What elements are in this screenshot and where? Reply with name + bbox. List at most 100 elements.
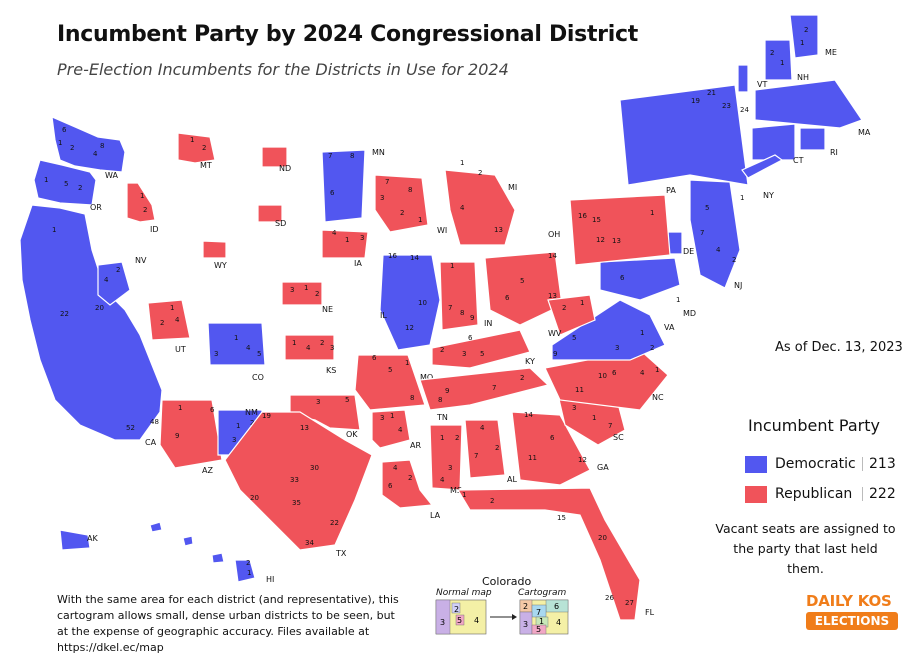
normal-map-label: Normal map	[436, 588, 492, 598]
state-label-ms: MS	[450, 486, 462, 495]
district-number: 2	[408, 474, 412, 482]
district-number: 23	[722, 102, 731, 110]
state-shape-wy	[202, 240, 227, 259]
district-number: 7	[385, 178, 389, 186]
cartogram-number: 6	[554, 602, 559, 611]
district-number: 4	[480, 424, 485, 432]
district-number: 4	[460, 204, 465, 212]
district-number: 3	[572, 404, 576, 412]
district-number: 1	[655, 366, 659, 374]
district-number: 2	[490, 497, 494, 505]
district-number: 8	[350, 152, 354, 160]
state-nd: ND	[261, 146, 291, 173]
state-shape-tn	[419, 367, 550, 411]
state-label-oh: OH	[548, 230, 560, 239]
cartogram-number: 7	[536, 608, 541, 617]
normal-number: 3	[440, 618, 445, 627]
state-in: 1 789 IN	[439, 261, 492, 331]
district-number: 52	[126, 424, 135, 432]
district-number: 7	[474, 452, 478, 460]
cartogram-number: 5	[536, 625, 541, 634]
district-number: 6	[372, 354, 377, 362]
district-number: 14	[548, 252, 557, 260]
state-ak: AK	[59, 529, 98, 551]
state-label-tx: TX	[335, 549, 347, 558]
state-ma: MA	[754, 79, 871, 137]
cartogram-label: Cartogram	[518, 588, 567, 598]
district-number: 1	[178, 404, 182, 412]
state-vt: VT	[737, 64, 767, 93]
district-number: 1	[462, 491, 466, 499]
district-number: 20	[95, 304, 104, 312]
district-number: 10	[418, 299, 427, 307]
state-label-ar: AR	[410, 441, 421, 450]
district-number: 1	[247, 569, 251, 577]
state-shape-co	[207, 322, 266, 366]
district-number: 1	[58, 139, 62, 147]
state-label-id: ID	[150, 225, 159, 234]
logo-line-2: ELECTIONS	[806, 612, 898, 630]
state-al: 4 7 2 AL	[464, 419, 517, 484]
inset-graphic: 2 4 3 5 2 6 7 1 4 3 5	[435, 599, 569, 635]
state-shape-sd	[257, 204, 283, 223]
district-number: 7	[328, 152, 332, 160]
district-number: 4	[93, 150, 98, 158]
district-number: 3	[290, 286, 294, 294]
district-number: 2	[804, 26, 808, 34]
district-number: 14	[410, 254, 419, 262]
state-shape-va	[551, 299, 666, 361]
state-shape-mn	[321, 149, 366, 223]
legend: Incumbent Party Democratic 213 Republica…	[738, 416, 898, 509]
district-number: 2	[116, 266, 120, 274]
state-label-tn: TN	[436, 413, 448, 422]
state-shape-ut	[147, 299, 191, 341]
district-number: 6	[620, 274, 625, 282]
district-number: 26	[605, 594, 614, 602]
state-id: 1 2 ID	[126, 182, 159, 234]
district-number: 9	[175, 432, 179, 440]
state-il: 16 14 10 12 IL	[379, 252, 441, 351]
district-number: 7	[700, 229, 704, 237]
normal-number: 4	[474, 616, 479, 625]
district-number: 2	[440, 346, 444, 354]
colorado-inset: Colorado Normal map Cartogram 2 4 3 5 2 …	[432, 575, 572, 643]
district-number: 9	[553, 350, 557, 358]
state-shape-ar	[371, 409, 411, 449]
state-shape-tx	[224, 411, 373, 551]
district-number: 24	[740, 106, 749, 114]
state-label-il: IL	[380, 311, 387, 320]
district-number: 1	[640, 329, 644, 337]
district-number: 1	[592, 414, 596, 422]
district-number: 6	[210, 406, 215, 414]
district-number: 9	[445, 387, 449, 395]
state-shape-nv	[97, 261, 131, 306]
state-ms: 1 2 34 MS	[429, 424, 463, 495]
daily-kos-elections-logo: DAILY KOS ELECTIONS	[806, 592, 898, 630]
vacant-seats-note: Vacant seats are assigned to the party t…	[715, 521, 896, 576]
district-number: 15	[592, 216, 601, 224]
district-number: 30	[310, 464, 319, 472]
normal-number: 5	[457, 616, 462, 625]
district-number: 6	[550, 434, 555, 442]
district-number: 5	[480, 350, 484, 358]
district-number: 2	[732, 256, 736, 264]
district-number: 2	[478, 169, 482, 177]
state-shape-ct	[751, 123, 796, 161]
state-sd: SD	[257, 204, 286, 228]
district-number: 16	[578, 212, 587, 220]
district-number: 1	[405, 359, 409, 367]
state-shape-md	[599, 257, 681, 301]
as-of-date: As of Dec. 13, 2023	[775, 340, 903, 355]
arrow-head	[512, 614, 517, 620]
state-label-ri: RI	[830, 148, 838, 157]
district-number: 11	[528, 454, 537, 462]
district-number: 1	[170, 304, 174, 312]
state-label-ok: OK	[346, 430, 358, 439]
district-number: 19	[691, 97, 700, 105]
state-label-ga: GA	[597, 463, 609, 472]
state-wy: WY	[202, 240, 227, 270]
state-wi: 7 8 3 2 1 WI	[374, 174, 447, 235]
district-number: 14	[524, 411, 533, 419]
